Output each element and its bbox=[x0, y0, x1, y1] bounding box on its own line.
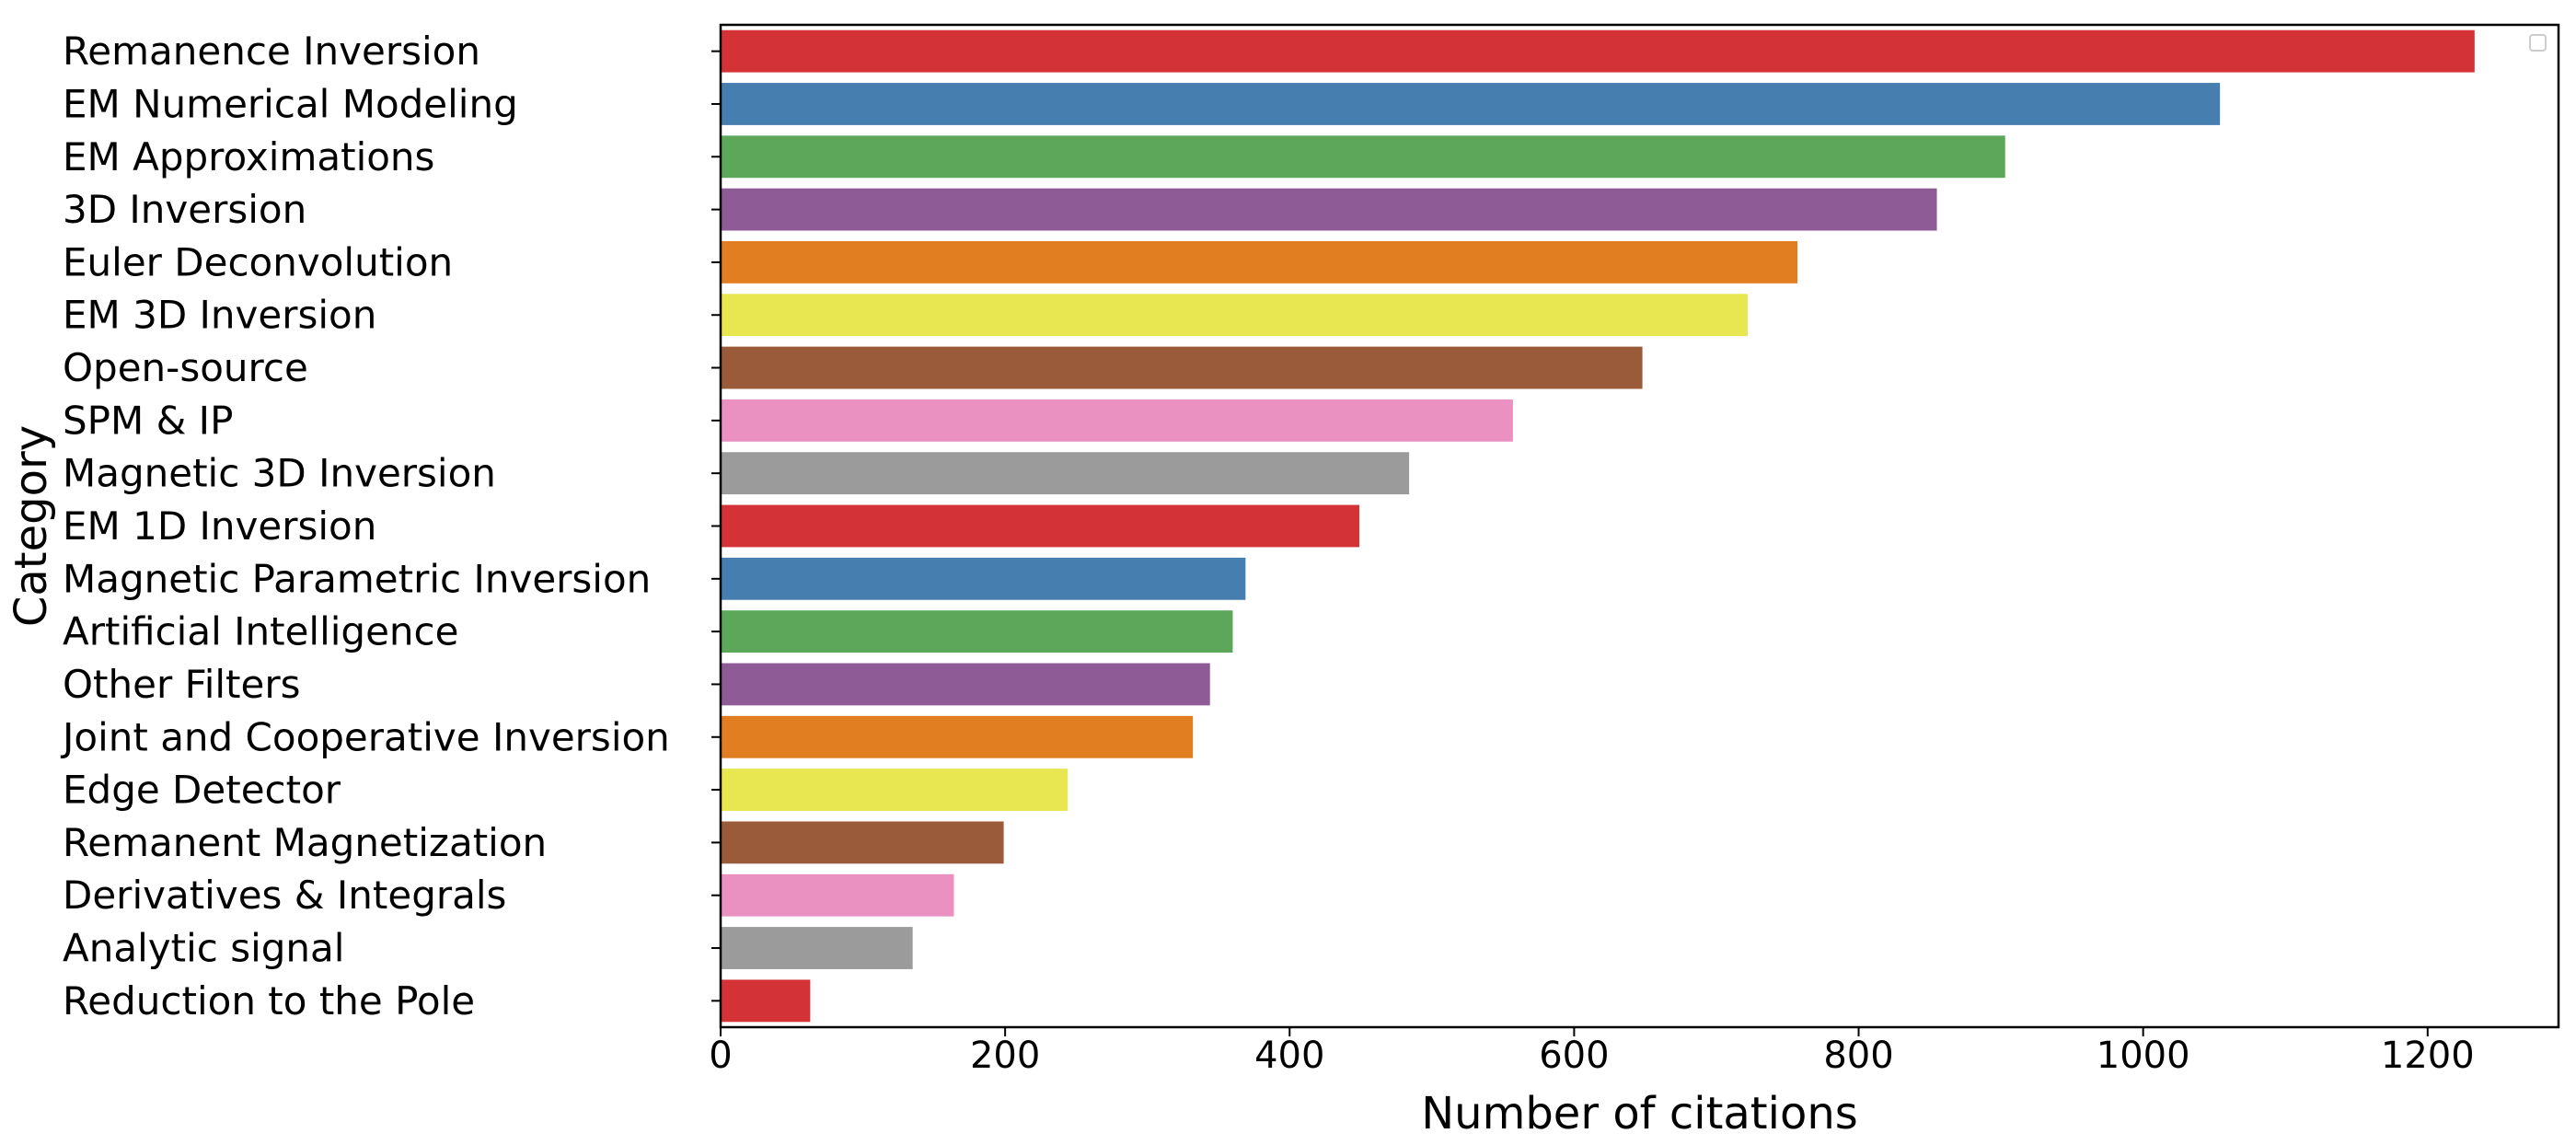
category-label: Edge Detector bbox=[63, 768, 341, 813]
bar bbox=[721, 83, 2221, 125]
y-ticks bbox=[711, 50, 721, 1002]
bar bbox=[721, 873, 954, 917]
category-label: Remanent Magnetization bbox=[63, 820, 547, 865]
bars bbox=[721, 29, 2475, 1023]
x-tick-label: 0 bbox=[709, 1035, 732, 1077]
category-label: Magnetic Parametric Inversion bbox=[63, 556, 651, 601]
category-label: Open-source bbox=[63, 345, 308, 390]
bar bbox=[721, 188, 1937, 231]
plot-frame bbox=[719, 23, 2560, 1029]
category-label: Remanence Inversion bbox=[63, 29, 480, 74]
x-axis-title: Number of citations bbox=[1421, 1088, 1858, 1139]
x-tick-label: 400 bbox=[1254, 1035, 1324, 1077]
category-label: Artificial Intelligence bbox=[63, 609, 458, 654]
x-tick-label: 1200 bbox=[2381, 1035, 2475, 1077]
category-label: Magnetic 3D Inversion bbox=[63, 451, 496, 496]
category-label: 3D Inversion bbox=[63, 187, 306, 232]
category-label: EM 1D Inversion bbox=[63, 503, 376, 549]
empty-legend-box bbox=[2529, 34, 2547, 52]
bar bbox=[721, 715, 1194, 758]
x-ticks: 0 200 400 600 800 1000 1200 bbox=[709, 1027, 2475, 1077]
bar bbox=[721, 240, 1798, 283]
category-label: Euler Deconvolution bbox=[63, 239, 453, 284]
x-tick-label: 600 bbox=[1539, 1035, 1609, 1077]
x-tick-label: 800 bbox=[1823, 1035, 1893, 1077]
category-label: Reduction to the Pole bbox=[63, 978, 475, 1024]
x-tick-label: 1000 bbox=[2097, 1035, 2190, 1077]
bar bbox=[721, 927, 913, 969]
category-label: EM 3D Inversion bbox=[63, 293, 376, 338]
bar bbox=[721, 29, 2475, 73]
category-label: EM Approximations bbox=[63, 134, 434, 179]
bar bbox=[721, 979, 811, 1023]
category-label: Derivatives & Integrals bbox=[63, 873, 506, 918]
category-label: Other Filters bbox=[63, 662, 301, 707]
bar bbox=[721, 769, 1069, 812]
bar bbox=[721, 346, 1643, 389]
category-label: SPM & IP bbox=[63, 398, 233, 443]
category-label: Analytic signal bbox=[63, 926, 344, 971]
bar bbox=[721, 135, 2005, 179]
x-tick-label: 200 bbox=[970, 1035, 1040, 1077]
bar bbox=[721, 557, 1246, 600]
category-label: EM Numerical Modeling bbox=[63, 81, 518, 126]
bar bbox=[721, 294, 1748, 337]
category-labels: Remanence Inversion EM Numerical Modeling… bbox=[60, 29, 670, 1024]
bar bbox=[721, 504, 1360, 548]
y-axis-title: Category bbox=[6, 425, 57, 627]
category-label: Joint and Cooperative Inversion bbox=[60, 714, 670, 759]
bar bbox=[721, 610, 1233, 653]
bar bbox=[721, 399, 1513, 442]
bar bbox=[721, 663, 1210, 706]
bar bbox=[721, 452, 1410, 495]
bar bbox=[721, 821, 1004, 864]
